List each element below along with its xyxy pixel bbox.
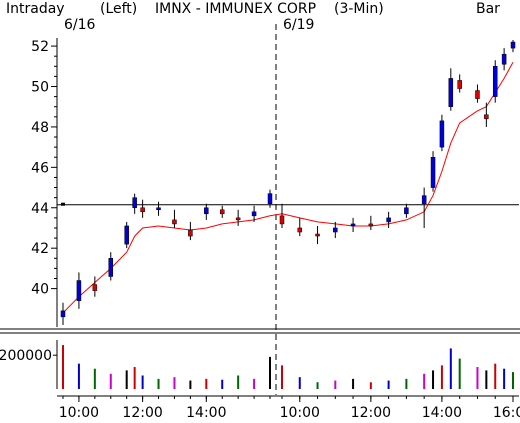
candle-body — [421, 195, 427, 204]
axis-side-label: (Left) — [100, 1, 138, 17]
candle-body — [492, 66, 498, 97]
candle-body — [457, 80, 462, 89]
time-axis: 10:00 12:00 14:00 10:00 12:00 14:00 16:00 — [59, 396, 520, 421]
candle-body — [76, 280, 82, 301]
candle-body — [172, 219, 177, 225]
candle-body — [439, 120, 445, 148]
candle-body — [368, 223, 374, 227]
volume-tick-label: 200000 — [0, 348, 52, 364]
candle-body — [251, 211, 257, 217]
candle-body — [156, 207, 161, 211]
chart-frame — [0, 38, 520, 397]
candle-body — [267, 193, 273, 204]
chart-title: IMNX - IMMUNEX CORP — [155, 1, 317, 17]
candle-body — [297, 227, 303, 233]
candle-body — [386, 217, 391, 223]
price-axis: 40 42 44 46 48 50 52 — [31, 39, 57, 298]
candle-body — [132, 197, 137, 209]
candle-body — [219, 209, 225, 215]
volume-axis: 200000 — [0, 348, 57, 364]
candle-body — [204, 207, 209, 215]
price-tick-label: 48 — [31, 120, 49, 136]
moving-average-layer — [62, 62, 514, 314]
reference-marker — [61, 202, 65, 206]
time-tick-label: 10:00 — [280, 405, 320, 421]
chart-style-label[interactable]: Bar — [476, 1, 500, 17]
candle-body — [501, 53, 507, 65]
time-tick-label: 10:00 — [59, 405, 99, 421]
candle-body — [188, 229, 193, 237]
price-tick-label: 42 — [31, 241, 49, 257]
candle-body — [484, 114, 489, 120]
price-tick-label: 40 — [31, 282, 49, 298]
candle-body — [60, 310, 66, 318]
price-candles — [60, 40, 516, 325]
candle-body — [235, 217, 241, 221]
candle-body — [92, 284, 98, 291]
candle-body — [315, 233, 320, 237]
interval-label: (3-Min) — [334, 1, 384, 17]
session-date-left: 6/16 — [64, 17, 96, 33]
candle-body — [279, 215, 285, 225]
time-tick-label: 12:00 — [122, 405, 162, 421]
time-tick-label: 14:00 — [422, 405, 462, 421]
price-tick-label: 44 — [31, 201, 49, 217]
time-tick-label: 12:00 — [351, 405, 391, 421]
candle-body — [475, 90, 480, 99]
time-tick-label: 16:00 — [493, 405, 520, 421]
price-tick-label: 46 — [31, 160, 49, 176]
candle-body — [430, 156, 436, 188]
candle-body — [510, 41, 516, 49]
volume-bars — [62, 345, 514, 389]
candle-body — [350, 223, 356, 227]
moving-average-line — [62, 62, 514, 314]
candle-body — [333, 227, 338, 233]
candle-body — [124, 225, 129, 245]
candle-body — [448, 78, 454, 107]
candle-body — [108, 258, 114, 277]
price-tick-label: 52 — [31, 39, 49, 55]
candle-body — [404, 207, 409, 215]
time-tick-label: 14:00 — [186, 405, 226, 421]
session-date-right: 6/19 — [283, 17, 315, 33]
chart-mode-label: Intraday — [6, 1, 65, 17]
candle-body — [140, 207, 145, 213]
price-tick-label: 50 — [31, 80, 49, 96]
